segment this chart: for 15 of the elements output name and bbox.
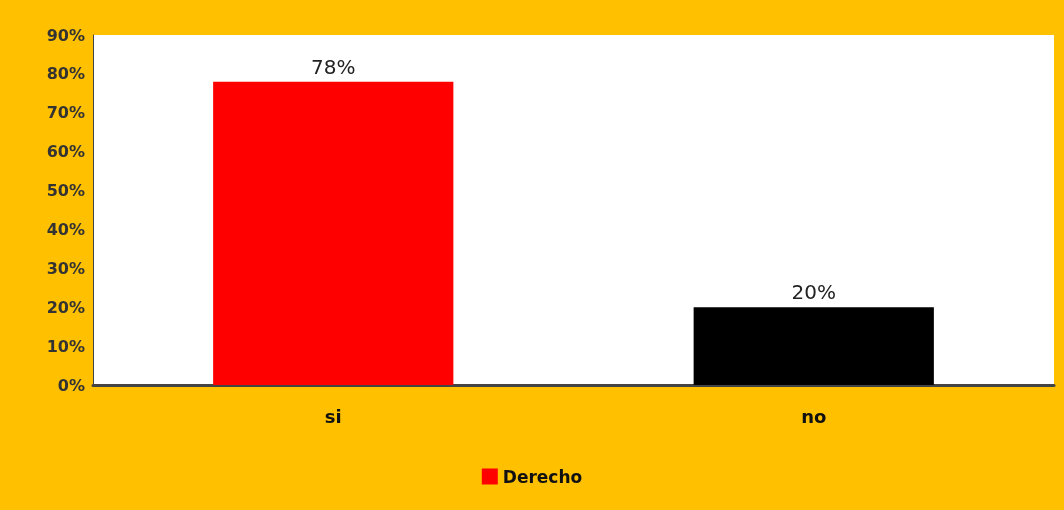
- y-tick-label: 40%: [46, 219, 85, 239]
- y-tick-label: 50%: [46, 181, 85, 201]
- x-tick-label: no: [801, 405, 827, 427]
- y-tick-label: 0%: [57, 375, 85, 395]
- y-tick-label: 90%: [46, 25, 85, 45]
- y-tick-label: 80%: [46, 64, 85, 84]
- y-tick-label: 60%: [46, 142, 85, 162]
- y-tick-label: 70%: [46, 103, 85, 123]
- y-tick-label: 20%: [46, 297, 85, 317]
- data-label: 78%: [311, 54, 356, 79]
- legend-label: Derecho: [502, 466, 583, 487]
- y-tick-label: 10%: [46, 336, 85, 356]
- data-label: 20%: [791, 280, 836, 305]
- x-tick-label: si: [324, 405, 342, 427]
- y-tick-label: 30%: [46, 258, 85, 278]
